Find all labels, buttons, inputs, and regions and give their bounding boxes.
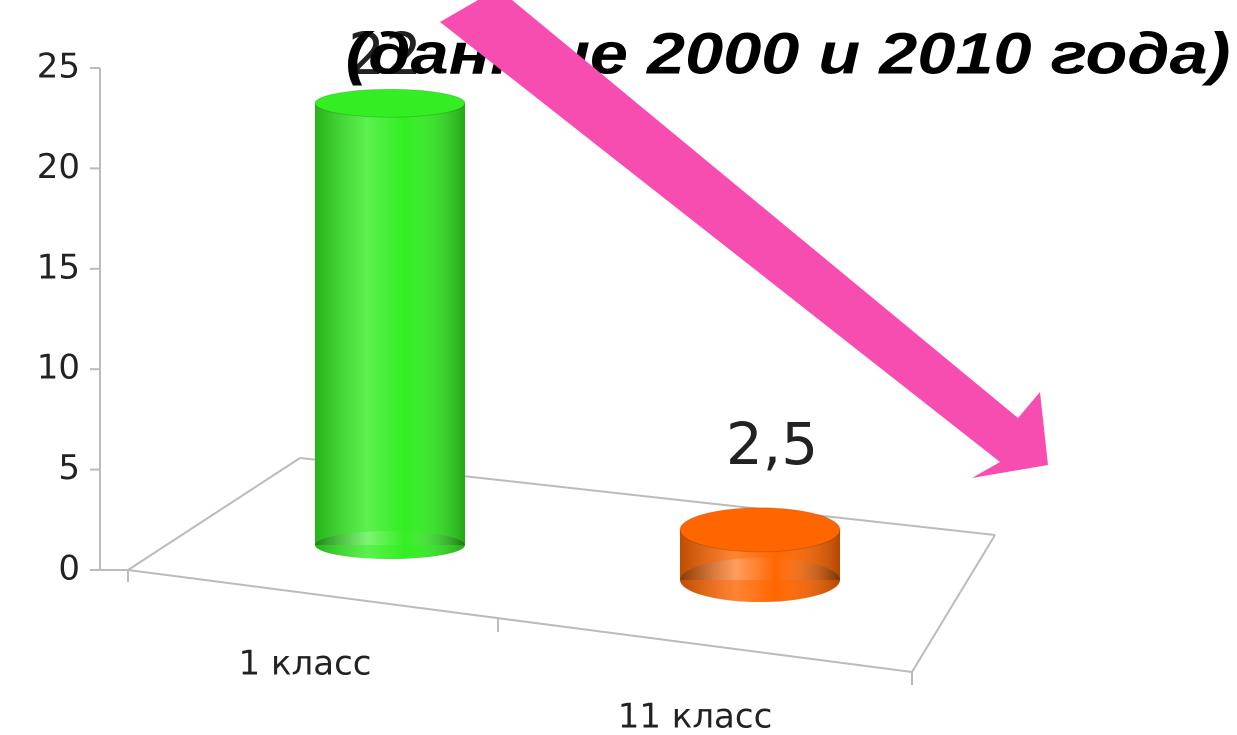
y-tick-label: 0 — [58, 549, 80, 589]
y-tick-label: 10 — [37, 348, 80, 388]
floor-edge — [127, 457, 301, 571]
bar-shade — [315, 103, 465, 546]
y-tick-label: 25 — [37, 47, 80, 87]
y-tick-label: 20 — [37, 147, 80, 187]
floor — [99, 68, 996, 685]
floor-edge — [127, 569, 913, 673]
arrow — [440, 0, 1048, 478]
y-tick-label: 5 — [58, 448, 80, 488]
bar-top — [679, 507, 841, 553]
bar-top — [314, 88, 466, 118]
x-tick-label: 11 класс — [618, 697, 773, 735]
value-label: 22 — [348, 20, 422, 88]
y-tick-label: 15 — [37, 247, 80, 287]
floor-edge — [911, 534, 996, 673]
x-tick-label: 1 класс — [239, 644, 372, 684]
value-label: 2,5 — [726, 410, 818, 478]
